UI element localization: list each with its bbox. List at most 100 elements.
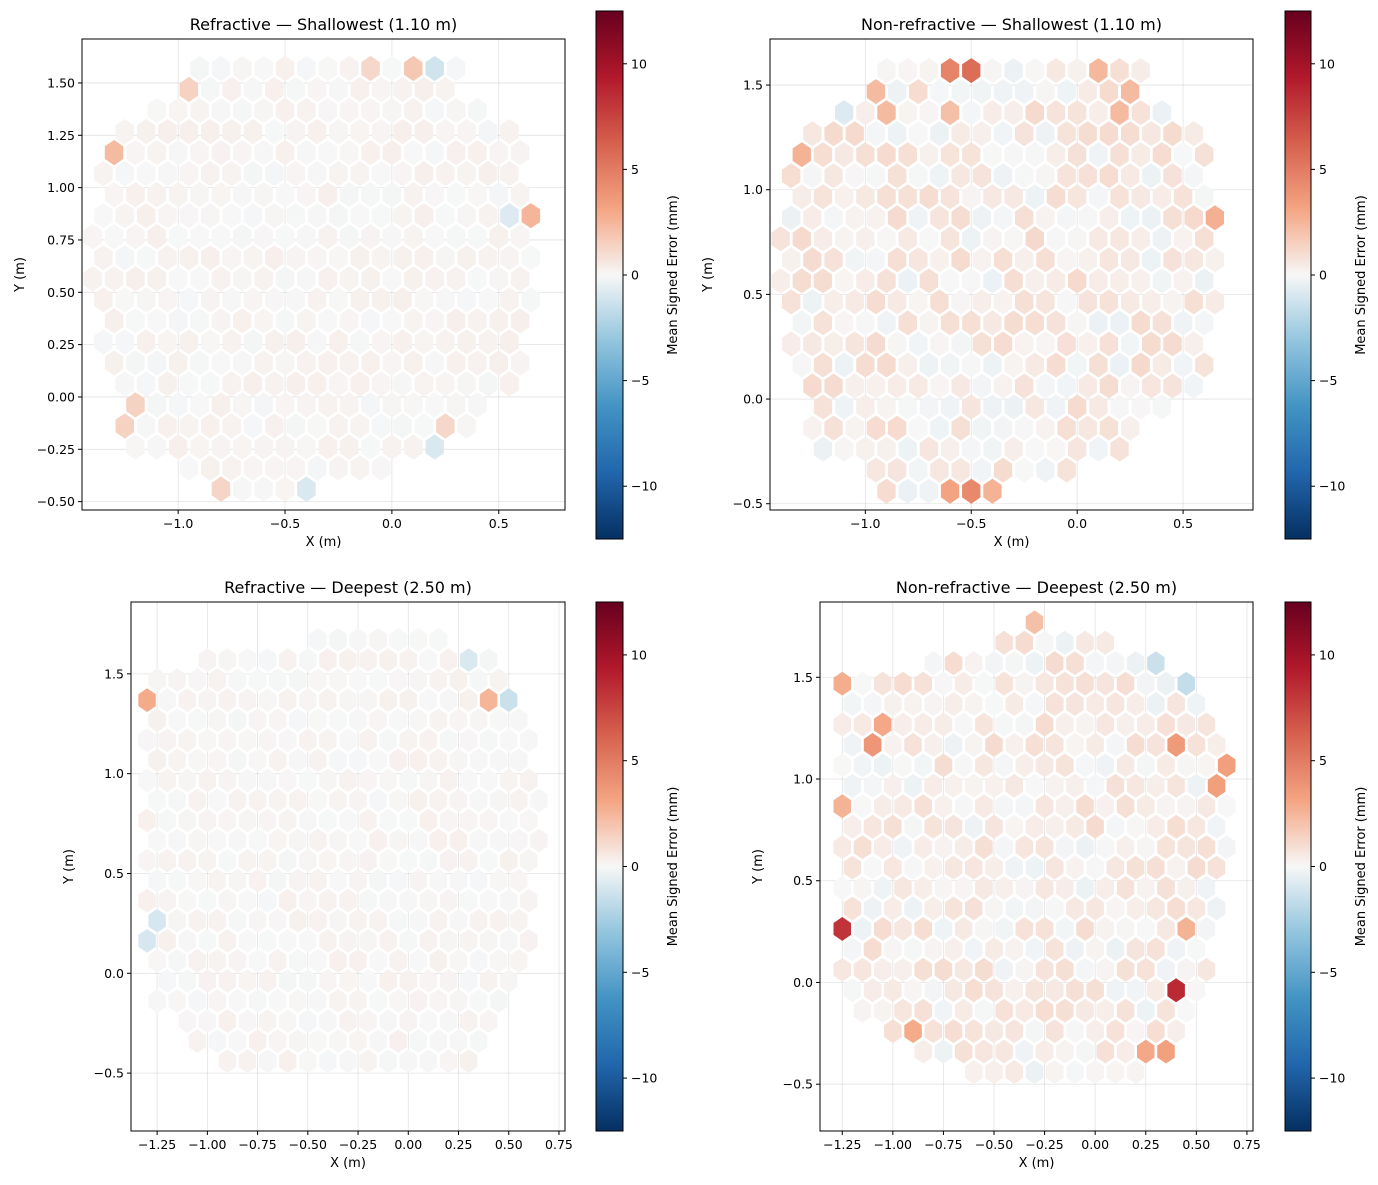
hex-cell <box>198 929 217 953</box>
hex-cell <box>1046 268 1066 294</box>
hex-cell <box>148 668 166 692</box>
hex-cell <box>208 788 227 813</box>
x-axis-label: X (m) <box>994 535 1030 550</box>
hex-cell <box>924 814 943 839</box>
hex-cell <box>940 58 960 84</box>
hex-cell <box>228 989 247 1013</box>
hex-cell <box>1089 142 1108 168</box>
hex-cell <box>1015 630 1034 655</box>
hex-cell <box>853 753 872 778</box>
hex-cell <box>983 226 1002 252</box>
hex-cell <box>389 828 407 853</box>
hex-cell <box>379 768 397 793</box>
hex-cell <box>218 728 237 753</box>
hex-cell <box>468 392 487 418</box>
hex-cell <box>469 788 488 813</box>
hex-cell <box>500 329 519 355</box>
hex-cell <box>439 728 458 753</box>
hex-cell <box>1086 651 1104 676</box>
hex-cell <box>1056 712 1074 737</box>
hex-cell <box>309 828 327 853</box>
hex-cell <box>404 350 423 376</box>
hex-cell <box>218 888 237 913</box>
hex-cell <box>275 140 295 166</box>
x-tick-label: 0.75 <box>545 1137 573 1152</box>
hex-cell <box>954 917 973 941</box>
hex-cell <box>359 808 377 833</box>
hex-cell <box>1106 1019 1125 1044</box>
hex-cell <box>389 868 407 893</box>
hex-cell <box>208 708 227 733</box>
hex-cell <box>359 929 377 953</box>
hex-cell <box>490 828 508 853</box>
hex-cell <box>269 748 287 773</box>
hex-cell <box>995 794 1013 819</box>
hex-cell <box>188 989 206 1013</box>
y-tick-label: −0.50 <box>37 494 75 509</box>
hex-cell <box>909 289 928 315</box>
x-tick-label: −0.5 <box>270 516 300 531</box>
hex-cell <box>914 712 932 737</box>
hex-cell <box>1078 415 1097 441</box>
hex-cell <box>190 350 209 376</box>
hex-cell <box>1096 998 1115 1023</box>
hex-cell <box>951 415 970 441</box>
hex-cell <box>1025 352 1044 378</box>
hex-cell <box>1116 753 1135 778</box>
hex-cell <box>136 245 156 271</box>
hex-cell <box>233 55 252 82</box>
hex-cell <box>339 266 359 292</box>
hex-cell <box>404 392 423 418</box>
hex-cell <box>930 163 949 189</box>
hex-cell <box>1137 671 1155 696</box>
hex-cell <box>1056 794 1074 819</box>
hex-cell <box>147 224 167 250</box>
hex-cell <box>1005 978 1023 1003</box>
hex-cell <box>148 788 166 813</box>
hex-cell <box>924 855 943 880</box>
hex-cell <box>379 848 397 873</box>
hex-cell <box>490 668 508 692</box>
hex-cell <box>188 1029 206 1053</box>
hex-cell <box>126 434 145 460</box>
hex-cell <box>243 203 263 229</box>
hex-cell <box>359 969 377 993</box>
hex-cell <box>1121 79 1140 105</box>
hex-cell <box>1025 268 1044 294</box>
hex-cell <box>1173 226 1193 252</box>
hex-cell <box>510 350 530 376</box>
hex-cell <box>489 266 508 292</box>
hex-cell <box>924 651 943 676</box>
hex-cell <box>459 929 478 953</box>
hex-cell <box>279 688 297 712</box>
hex-cell <box>1137 1039 1155 1064</box>
hex-cell <box>1147 692 1165 716</box>
hex-cell <box>168 908 186 933</box>
hex-cell <box>874 876 892 900</box>
hex-cell <box>894 794 912 819</box>
hex-cell <box>115 329 134 355</box>
hex-cell <box>1056 630 1074 655</box>
hex-cell <box>1121 247 1140 273</box>
hex-cell <box>265 119 284 145</box>
hex-cell <box>489 350 508 376</box>
colorbar-tick-label: −10 <box>1319 479 1345 494</box>
hex-cell <box>904 978 922 1003</box>
hex-cell <box>835 352 854 378</box>
hex-cell <box>1076 794 1094 819</box>
hex-cell <box>350 371 370 397</box>
hex-cell <box>389 708 407 733</box>
hex-cell <box>468 266 487 292</box>
hex-cell <box>379 808 397 833</box>
hex-cell <box>1005 937 1023 962</box>
hex-cell <box>500 119 519 145</box>
hex-cell <box>520 848 538 873</box>
hex-cell <box>126 140 145 166</box>
hex-cell <box>399 808 417 833</box>
hex-cell <box>94 245 113 271</box>
hex-cell <box>478 161 498 187</box>
hex-cell <box>419 688 438 712</box>
hex-cell <box>1005 773 1023 798</box>
colorbar-tick-label: 0 <box>1319 268 1327 283</box>
hex-cell <box>233 308 252 334</box>
